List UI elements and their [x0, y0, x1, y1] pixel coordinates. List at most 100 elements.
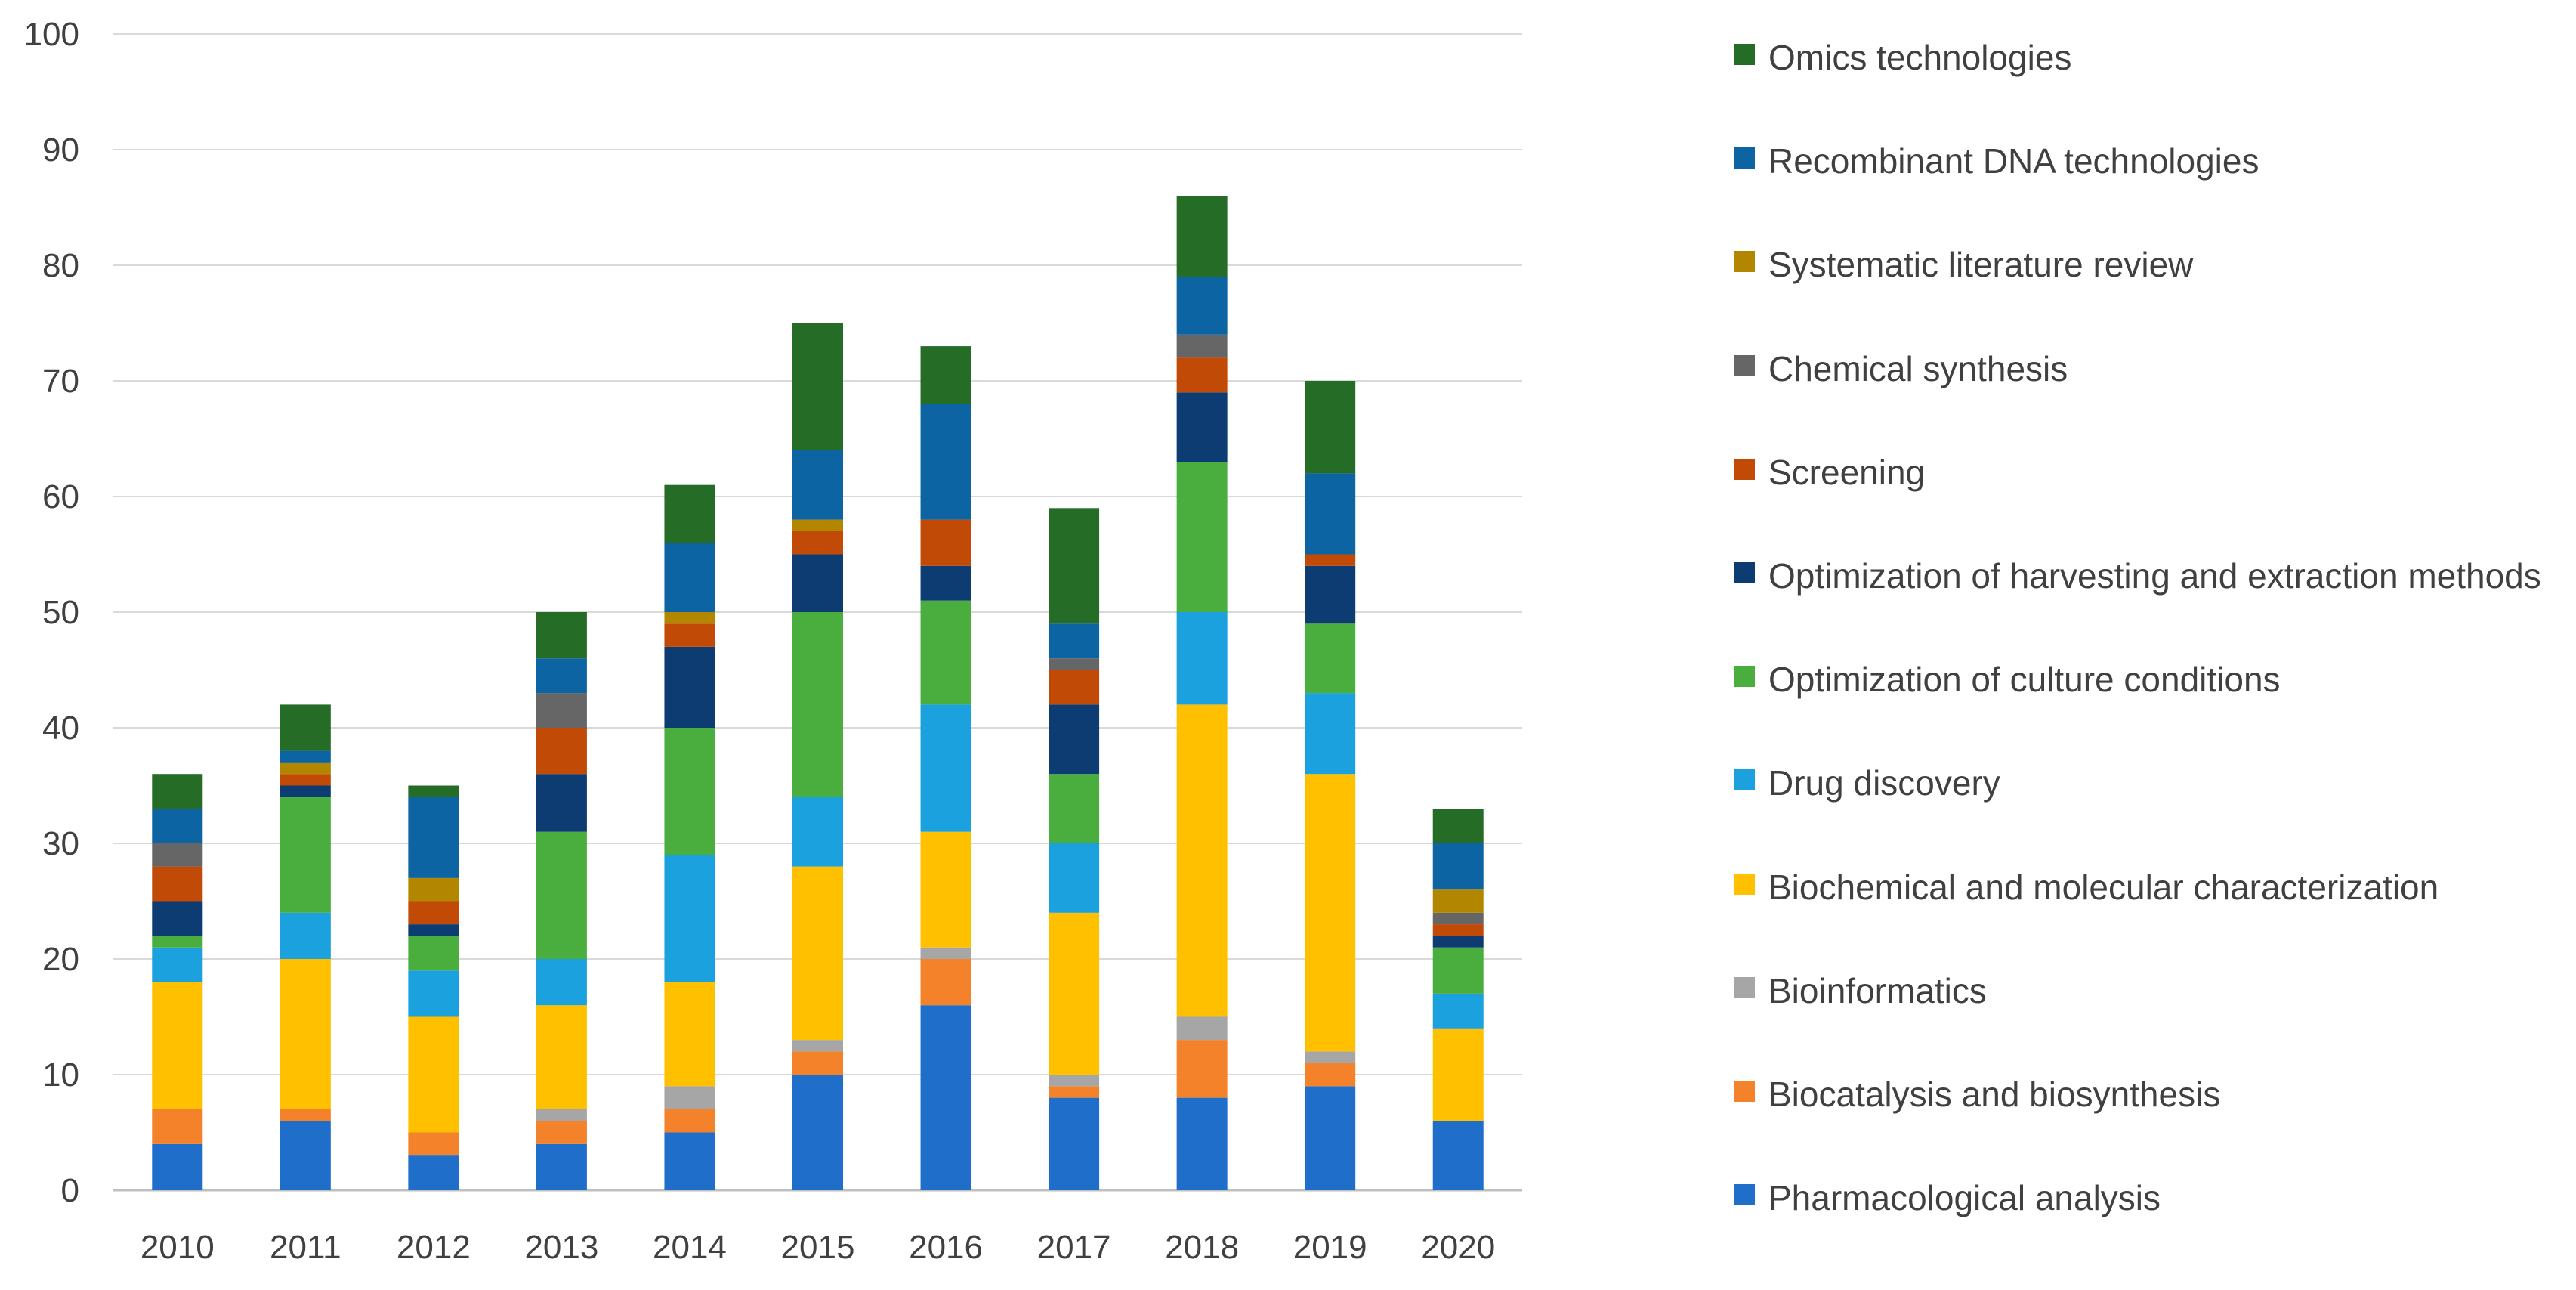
- bar-segment-2018-biocatalysis-and-biosynthesis: [1176, 1040, 1228, 1098]
- y-tick-label: 10: [42, 1056, 79, 1094]
- y-axis-tick-labels: 0 10 20 30 40 50 60 70 80 90 100: [24, 16, 79, 1209]
- legend-label: Systematic literature review: [1768, 245, 2194, 285]
- bar-segment-2019-screening: [1305, 554, 1356, 566]
- legend-swatch: [1734, 666, 1755, 688]
- bar-segment-2013-bioinformatics: [536, 1109, 587, 1121]
- bar-segment-2013-chemical-synthesis: [536, 693, 587, 728]
- legend-item-screening: Screening: [1734, 445, 2572, 500]
- legend-item-chemical-synthesis: Chemical synthesis: [1734, 342, 2572, 396]
- legend-item-optimization-of-culture-conditions: Optimization of culture conditions: [1734, 652, 2572, 707]
- bar-segment-2015-optimization-of-harvesting-and-extraction-methods: [792, 554, 843, 612]
- y-tick-label: 0: [61, 1172, 79, 1209]
- legend-label: Biochemical and molecular characterizati…: [1768, 867, 2439, 907]
- x-tick-label-2011: 2011: [270, 1229, 341, 1266]
- legend-label: Optimization of harvesting and extractio…: [1768, 556, 2541, 596]
- bar-segment-2019-drug-discovery: [1305, 693, 1356, 775]
- bar-segment-2010-recombinant-dna-technologies: [152, 809, 203, 843]
- bar-segment-2015-biochemical-and-molecular-characterization: [792, 866, 843, 1041]
- bar-segment-2015-screening: [792, 531, 843, 555]
- bar-segment-2017-chemical-synthesis: [1049, 658, 1100, 670]
- bar-segment-2013-optimization-of-harvesting-and-extraction-methods: [536, 774, 587, 832]
- legend-swatch: [1734, 354, 1755, 376]
- bar-segment-2020-optimization-of-culture-conditions: [1432, 947, 1484, 994]
- bar-segment-2019-biocatalysis-and-biosynthesis: [1305, 1063, 1356, 1087]
- legend-label: Screening: [1768, 452, 1926, 492]
- legend-item-systematic-literature-review: Systematic literature review: [1734, 237, 2572, 292]
- bar-segment-2014-pharmacological-analysis: [664, 1132, 715, 1190]
- bar-segment-2016-omics-technologies: [920, 346, 971, 404]
- bar-segment-2014-biocatalysis-and-biosynthesis: [664, 1109, 715, 1133]
- legend-swatch: [1734, 873, 1755, 895]
- x-tick-label-2016: 2016: [909, 1229, 983, 1266]
- bar-segment-2013-drug-discovery: [536, 959, 587, 1006]
- bar-segment-2018-biochemical-and-molecular-characterization: [1176, 704, 1228, 1017]
- y-tick-label: 70: [42, 363, 79, 400]
- bar-segment-2018-drug-discovery: [1176, 612, 1228, 705]
- legend-swatch: [1734, 458, 1755, 480]
- bar-segment-2013-biocatalysis-and-biosynthesis: [536, 1121, 587, 1144]
- legend-item-pharmacological-analysis: Pharmacological analysis: [1734, 1171, 2572, 1225]
- x-tick-label-2017: 2017: [1037, 1229, 1111, 1266]
- bar-segment-2012-biochemical-and-molecular-characterization: [408, 1016, 459, 1133]
- bar-segment-2011-pharmacological-analysis: [280, 1121, 331, 1190]
- bar-segment-2018-chemical-synthesis: [1176, 334, 1228, 358]
- bar-segment-2010-biochemical-and-molecular-characterization: [152, 982, 203, 1109]
- x-tick-label-2013: 2013: [524, 1229, 598, 1266]
- y-tick-label: 20: [42, 941, 79, 978]
- bar-segment-2012-optimization-of-harvesting-and-extraction-methods: [408, 924, 459, 936]
- bar-segment-2010-optimization-of-harvesting-and-extraction-methods: [152, 901, 203, 936]
- bar-segment-2014-recombinant-dna-technologies: [664, 543, 715, 612]
- legend-item-biocatalysis-and-biosynthesis: Biocatalysis and biosynthesis: [1734, 1067, 2572, 1121]
- x-tick-label-2015: 2015: [781, 1229, 855, 1266]
- bar-segment-2020-systematic-literature-review: [1432, 889, 1484, 913]
- legend-swatch: [1734, 562, 1755, 583]
- y-tick-label: 30: [42, 825, 79, 862]
- bar-segment-2015-systematic-literature-review: [792, 519, 843, 531]
- bar-segment-2019-recombinant-dna-technologies: [1305, 473, 1356, 555]
- legend-label: Omics technologies: [1768, 38, 2072, 77]
- bar-segment-2013-omics-technologies: [536, 612, 587, 659]
- bar-segment-2011-screening: [280, 774, 331, 786]
- bar-segment-2016-drug-discovery: [920, 704, 971, 832]
- legend-swatch: [1734, 1081, 1755, 1102]
- bar-segment-2018-optimization-of-harvesting-and-extraction-methods: [1176, 392, 1228, 462]
- legend-label: Optimization of culture conditions: [1768, 660, 2281, 700]
- bar-segment-2012-pharmacological-analysis: [408, 1155, 459, 1190]
- bar-segment-2014-drug-discovery: [664, 855, 715, 982]
- bar-segment-2014-biochemical-and-molecular-characterization: [664, 982, 715, 1087]
- x-tick-label-2012: 2012: [397, 1229, 471, 1266]
- bar-segment-2020-chemical-synthesis: [1432, 912, 1484, 925]
- legend-swatch: [1734, 44, 1755, 65]
- bar-segment-2012-biocatalysis-and-biosynthesis: [408, 1132, 459, 1156]
- bar-segment-2016-biochemical-and-molecular-characterization: [920, 831, 971, 948]
- bar-segment-2016-optimization-of-culture-conditions: [920, 600, 971, 705]
- legend-item-bioinformatics: Bioinformatics: [1734, 964, 2572, 1018]
- bar-segment-2013-biochemical-and-molecular-characterization: [536, 1005, 587, 1109]
- y-tick-label: 90: [42, 131, 79, 169]
- bar-segment-2014-optimization-of-harvesting-and-extraction-methods: [664, 646, 715, 728]
- bar-segment-2017-optimization-of-harvesting-and-extraction-methods: [1049, 704, 1100, 775]
- x-tick-label-2014: 2014: [653, 1229, 727, 1266]
- y-tick-label: 60: [42, 478, 79, 515]
- bar-segment-2017-pharmacological-analysis: [1049, 1097, 1100, 1190]
- bar-segment-2013-recombinant-dna-technologies: [536, 658, 587, 694]
- bar-segment-2017-biochemical-and-molecular-characterization: [1049, 912, 1100, 1075]
- bar-segment-2020-omics-technologies: [1432, 809, 1484, 843]
- bar-segment-2014-systematic-literature-review: [664, 612, 715, 624]
- bar-segment-2018-optimization-of-culture-conditions: [1176, 462, 1228, 612]
- bar-segment-2019-omics-technologies: [1305, 381, 1356, 474]
- legend-swatch: [1734, 251, 1755, 273]
- bar-segment-2019-optimization-of-culture-conditions: [1305, 623, 1356, 694]
- bar-segment-2011-optimization-of-harvesting-and-extraction-methods: [280, 785, 331, 797]
- bar-segment-2020-recombinant-dna-technologies: [1432, 843, 1484, 890]
- bar-segment-2017-omics-technologies: [1049, 508, 1100, 624]
- legend-swatch: [1734, 1184, 1755, 1206]
- x-tick-label-2018: 2018: [1165, 1229, 1239, 1266]
- bar-segment-2018-screening: [1176, 357, 1228, 393]
- bar-segment-2013-optimization-of-culture-conditions: [536, 831, 587, 959]
- bar-segment-2014-omics-technologies: [664, 484, 715, 543]
- bar-segment-2011-omics-technologies: [280, 704, 331, 751]
- legend-item-recombinant-dna-technologies: Recombinant DNA technologies: [1734, 134, 2572, 188]
- bar-segment-2017-drug-discovery: [1049, 843, 1100, 913]
